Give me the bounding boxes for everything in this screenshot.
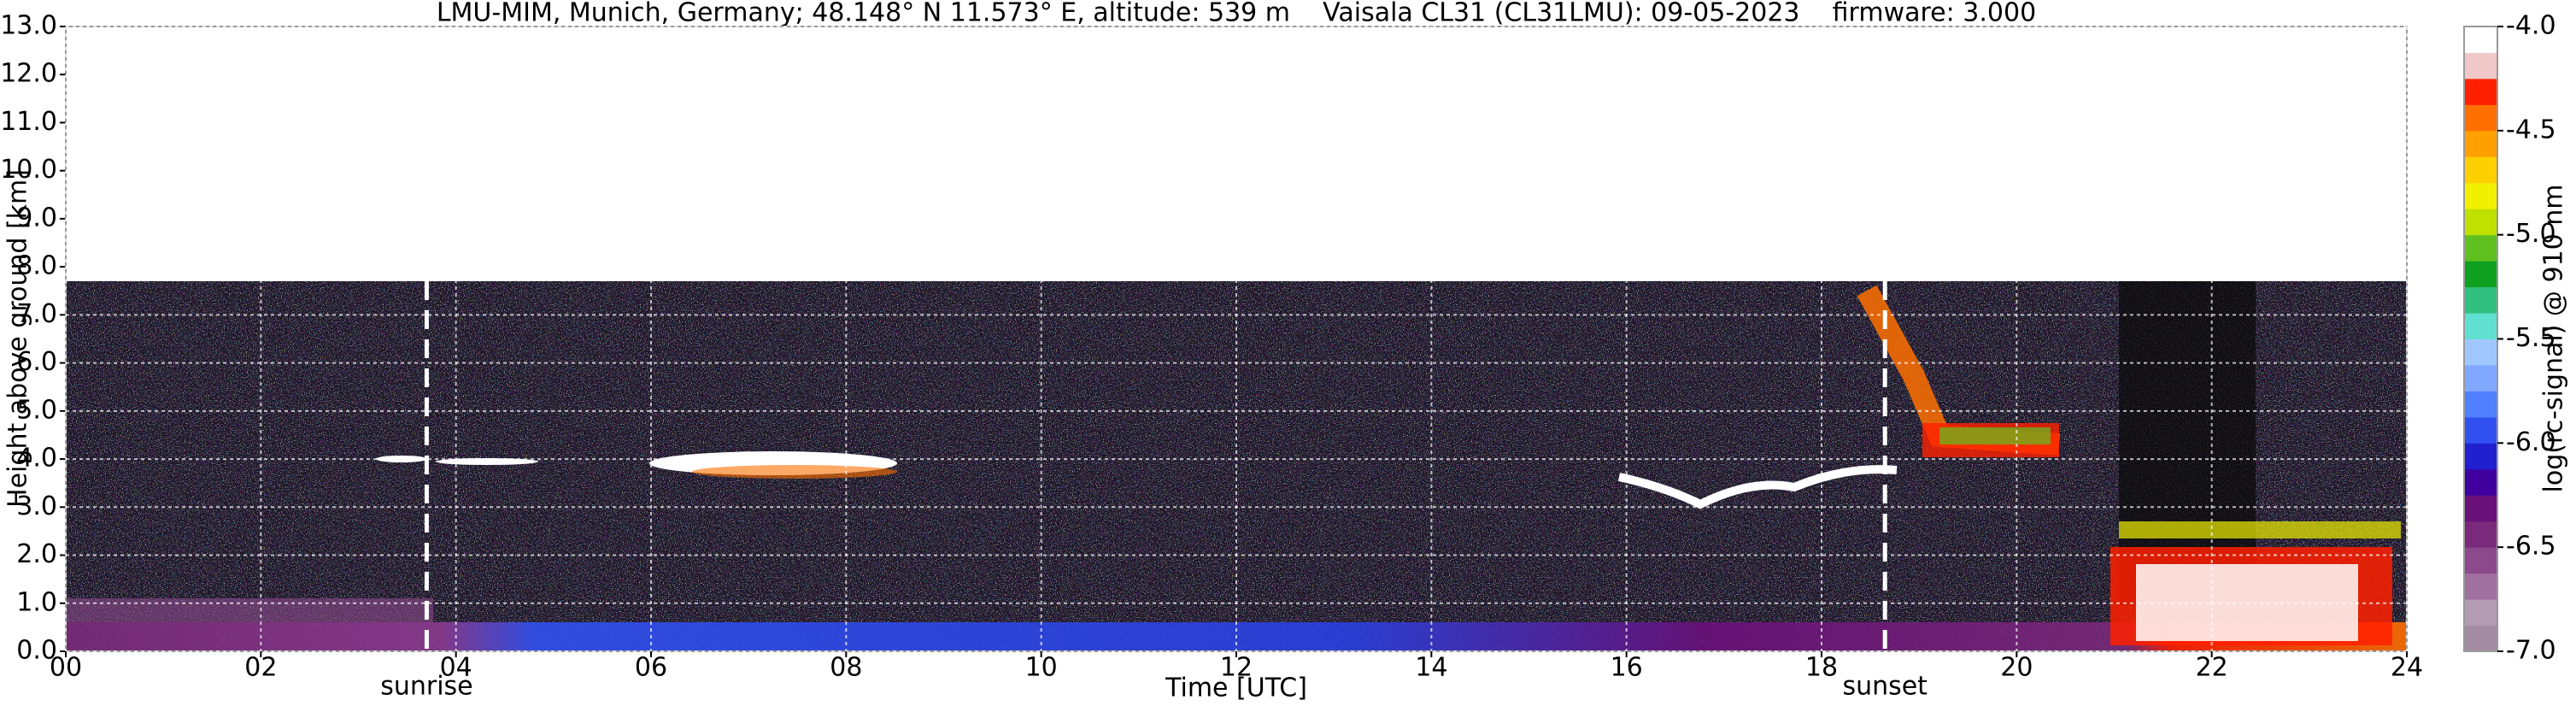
colorbar-swatch — [2464, 521, 2497, 548]
colorbar-tick-label: -5.5 — [2506, 323, 2556, 353]
colorbar-swatch — [2464, 495, 2497, 522]
colorbar-swatch — [2464, 625, 2497, 652]
chart-title: LMU-MIM, Munich, Germany; 48.148° N 11.5… — [437, 0, 2036, 28]
y-tick-label: 11.0 — [0, 107, 57, 137]
colorbar-swatch — [2464, 156, 2497, 184]
event-label: sunrise — [380, 672, 472, 702]
y-tick-label: 1.0 — [16, 587, 57, 617]
colorbar-swatch — [2464, 78, 2497, 105]
x-tick-label: 10 — [1025, 653, 1058, 683]
y-tick-label: 13.0 — [0, 11, 57, 41]
colorbar-swatch — [2464, 547, 2497, 574]
colorbar-label: log(rc-signal) @ 910 nm — [2539, 185, 2569, 493]
colorbar-tick-label: -6.5 — [2506, 532, 2556, 562]
colorbar-swatch — [2464, 573, 2497, 600]
x-tick-label: 18 — [1805, 653, 1838, 683]
colorbar-swatch — [2464, 313, 2497, 339]
y-tick-label: 12.0 — [0, 59, 57, 89]
x-tick-label: 00 — [50, 653, 82, 683]
y-tick-label: 8.0 — [16, 251, 57, 281]
y-tick-label: 6.0 — [16, 347, 57, 377]
colorbar-swatch — [2464, 130, 2497, 157]
y-tick-label: 2.0 — [16, 539, 57, 569]
y-tick-label: 3.0 — [16, 491, 57, 521]
x-tick-label: 06 — [635, 653, 667, 683]
colorbar-swatch — [2464, 52, 2497, 79]
colorbar-swatch — [2464, 209, 2497, 236]
colorbar-swatch — [2464, 286, 2497, 314]
x-tick-label: 14 — [1415, 653, 1447, 683]
y-tick-label: 7.0 — [16, 299, 57, 329]
colorbar-swatch — [2464, 468, 2497, 496]
colorbar-swatch — [2464, 104, 2497, 132]
y-tick-label: 9.0 — [16, 203, 57, 232]
x-tick-label: 04 — [440, 653, 472, 683]
colorbar-swatch — [2464, 26, 2497, 53]
colorbar-swatch — [2464, 599, 2497, 627]
x-tick-label: 24 — [2391, 653, 2423, 683]
colorbar-tick-label: -4.0 — [2506, 11, 2556, 41]
colorbar-tick-label: -4.5 — [2506, 115, 2556, 144]
colorbar-swatch — [2464, 443, 2497, 470]
colorbar-tick-label: -6.0 — [2506, 427, 2556, 457]
colorbar-swatch — [2464, 338, 2497, 366]
x-tick-label: 08 — [830, 653, 862, 683]
y-tick-label: 5.0 — [16, 395, 57, 425]
colorbar-swatch — [2464, 391, 2497, 418]
y-tick-label: 0.0 — [16, 636, 57, 666]
event-label: sunset — [1842, 672, 1928, 702]
y-axis-label: Height above ground [km] — [3, 169, 33, 508]
x-tick-label: 12 — [1220, 653, 1253, 683]
x-axis-label: Time [UTC] — [1165, 674, 1307, 703]
colorbar-swatch — [2464, 182, 2497, 209]
y-tick-label: 4.0 — [16, 444, 57, 474]
y-tick-label: 10.0 — [0, 155, 57, 185]
x-tick-label: 20 — [2000, 653, 2033, 683]
x-tick-label: 16 — [1611, 653, 1643, 683]
colorbar-swatch — [2464, 261, 2497, 288]
colorbar-tick-label: -7.0 — [2506, 636, 2556, 666]
colorbar-swatch — [2464, 234, 2497, 262]
x-tick-label: 22 — [2196, 653, 2228, 683]
colorbar-swatch — [2464, 364, 2497, 391]
x-tick-label: 02 — [244, 653, 277, 683]
colorbar-tick-label: -5.0 — [2506, 219, 2556, 249]
colorbar-swatch — [2464, 416, 2497, 444]
